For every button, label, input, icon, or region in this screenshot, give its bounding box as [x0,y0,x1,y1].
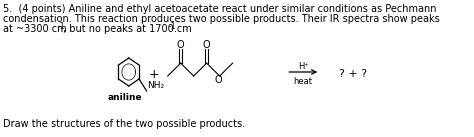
Text: H⁺: H⁺ [298,62,309,71]
Text: .: . [173,24,177,34]
Text: condensation. This reaction produces two possible products. Their IR spectra sho: condensation. This reaction produces two… [3,14,440,24]
Text: O: O [215,75,223,85]
Text: at ~3300 cm: at ~3300 cm [3,24,67,34]
Text: 5.  (4 points) Aniline and ethyl acetoacetate react under similar conditions as : 5. (4 points) Aniline and ethyl acetoace… [3,4,437,14]
Text: Draw the structures of the two possible products.: Draw the structures of the two possible … [3,119,246,129]
Text: , but no peaks at 1700 cm: , but no peaks at 1700 cm [63,24,191,34]
Text: NH₂: NH₂ [147,81,164,90]
Text: -1: -1 [169,22,176,31]
Text: aniline: aniline [108,93,143,102]
Text: +: + [149,68,159,81]
Text: -1: -1 [58,22,65,31]
Text: O: O [177,40,184,50]
Text: heat: heat [294,77,313,86]
Text: O: O [203,40,210,50]
Text: ? + ?: ? + ? [339,69,367,79]
